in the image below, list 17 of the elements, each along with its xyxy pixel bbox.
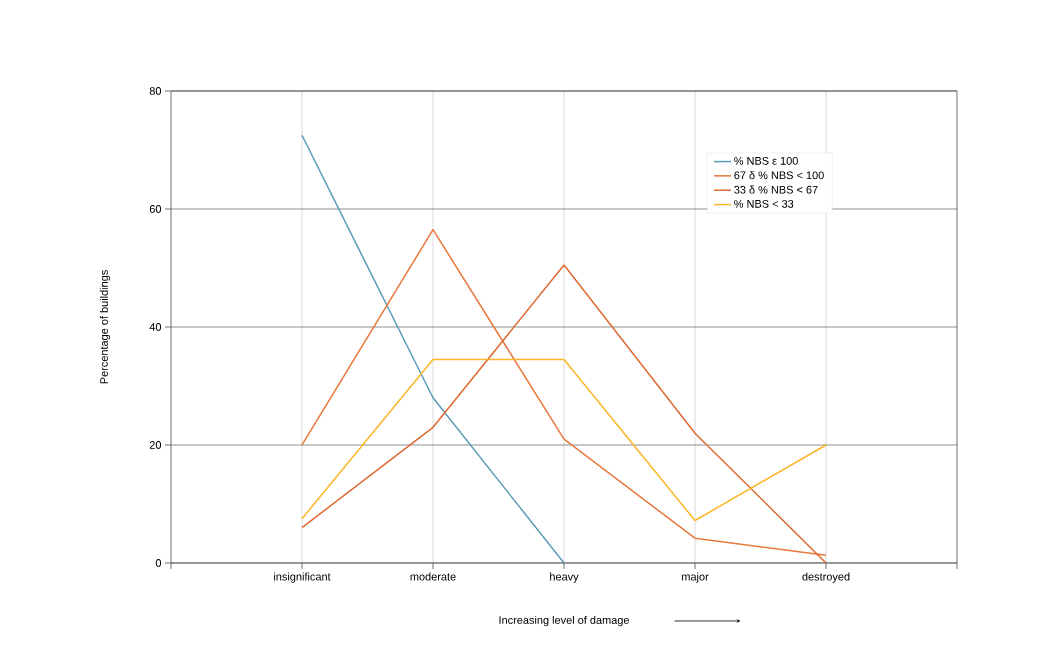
x-tick-label: insignificant [274, 572, 331, 583]
legend-label: % NBS < 33 [734, 199, 794, 208]
y-tick-label: 20 [149, 441, 162, 449]
legend-label: 33 δ % NBS < 67 [734, 185, 818, 194]
y-tick-label: 60 [149, 205, 162, 213]
x-tick-label: heavy [550, 572, 579, 583]
x-axis-title: Increasing level of damage [499, 615, 629, 627]
legend-label: 67 δ % NBS < 100 [734, 171, 824, 180]
legend-label: % NBS ε 100 [734, 157, 798, 165]
y-tick-label: 40 [149, 323, 162, 331]
y-axis-title: Percentage of buildings [99, 270, 111, 384]
x-tick-label: moderate [410, 572, 456, 581]
y-tick-label: 0 [155, 559, 162, 567]
y-tick-label: 80 [149, 87, 162, 95]
x-tick-label: destroyed [802, 572, 850, 583]
x-tick-label: major [682, 572, 709, 583]
line-series [301, 358, 827, 522]
